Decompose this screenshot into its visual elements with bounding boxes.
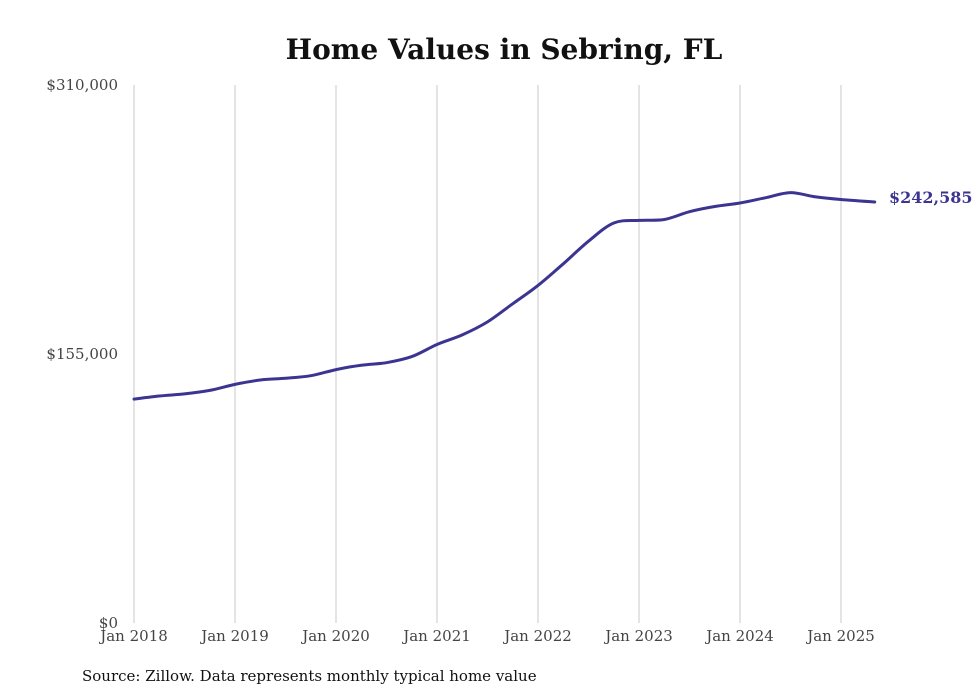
- x-tick-label: Jan 2023: [603, 627, 673, 645]
- x-tick-label: Jan 2025: [805, 627, 875, 645]
- series-line-1: [132, 191, 877, 401]
- x-tick-label: Jan 2019: [199, 627, 269, 645]
- y-axis-ticks: $310,000 $155,000 $0: [46, 76, 118, 632]
- x-tick-label: Jan 2018: [98, 627, 168, 645]
- y-tick-label: $0: [99, 614, 118, 632]
- x-tick-label: Jan 2024: [704, 627, 774, 645]
- x-tick-label: Jan 2020: [300, 627, 370, 645]
- end-value-label: $242,585: [889, 188, 973, 207]
- gridlines: [133, 85, 842, 623]
- x-axis-ticks: Jan 2018 Jan 2019 Jan 2020 Jan 2021 Jan 2022…: [98, 627, 875, 645]
- x-tick-label: Jan 2022: [502, 627, 572, 645]
- source-note: Source: Zillow. Data represents monthly …: [82, 667, 537, 685]
- y-tick-label: $310,000: [46, 76, 118, 94]
- series-layer: [132, 191, 877, 401]
- x-tick-label: Jan 2021: [401, 627, 471, 645]
- chart-title: Home Values in Sebring, FL: [286, 33, 723, 66]
- y-tick-label: $155,000: [46, 345, 118, 363]
